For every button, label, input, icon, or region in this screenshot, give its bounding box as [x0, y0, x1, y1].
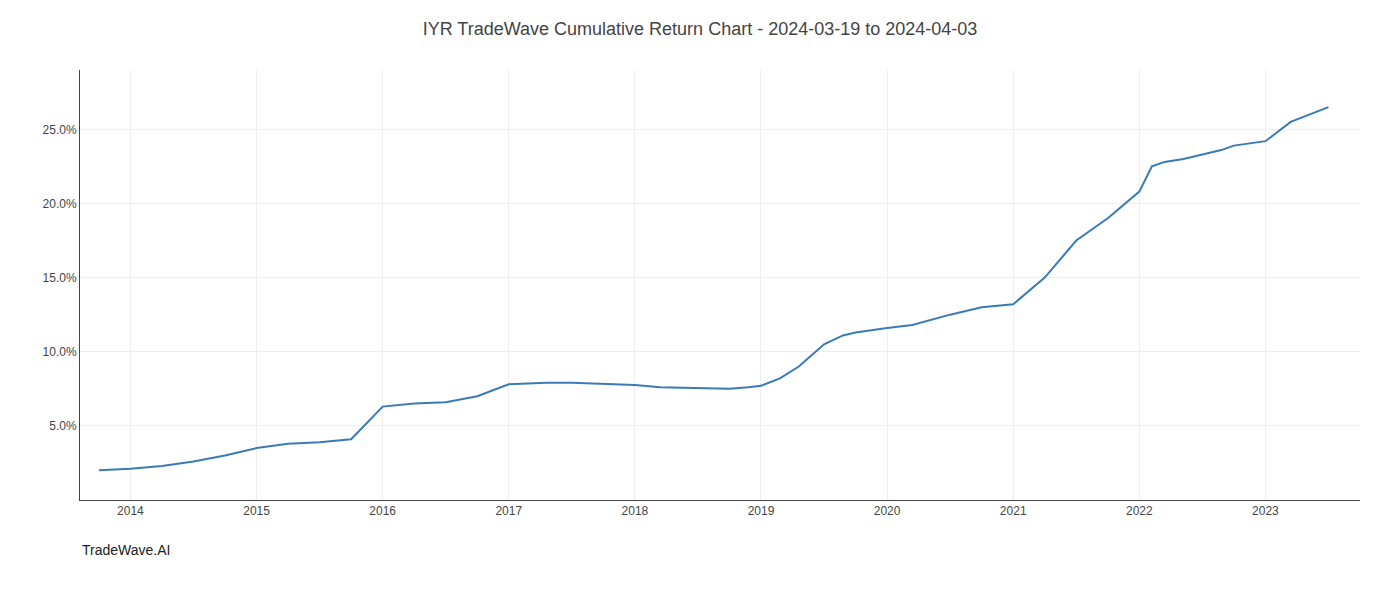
svg-text:TradeWave.AI: TradeWave.AI — [82, 542, 170, 558]
svg-text:15.0%: 15.0% — [43, 271, 77, 285]
svg-text:20.0%: 20.0% — [43, 197, 77, 211]
svg-text:2023: 2023 — [1252, 504, 1279, 518]
svg-text:2016: 2016 — [369, 504, 396, 518]
svg-text:25.0%: 25.0% — [43, 123, 77, 137]
svg-text:10.0%: 10.0% — [43, 345, 77, 359]
svg-text:IYR TradeWave Cumulative Retur: IYR TradeWave Cumulative Return Chart - … — [423, 19, 978, 39]
svg-text:2021: 2021 — [1000, 504, 1027, 518]
svg-text:2014: 2014 — [117, 504, 144, 518]
svg-text:2015: 2015 — [243, 504, 270, 518]
svg-text:5.0%: 5.0% — [49, 419, 77, 433]
svg-text:2017: 2017 — [495, 504, 522, 518]
svg-text:2019: 2019 — [748, 504, 775, 518]
svg-text:2022: 2022 — [1126, 504, 1153, 518]
svg-text:2018: 2018 — [622, 504, 649, 518]
svg-text:2020: 2020 — [874, 504, 901, 518]
